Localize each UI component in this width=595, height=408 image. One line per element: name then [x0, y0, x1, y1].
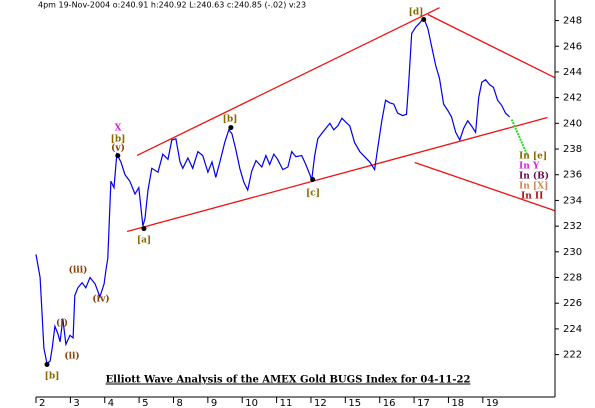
x-tick-label: 3: [73, 398, 79, 408]
x-tick-label: 12: [314, 398, 327, 408]
chart-title: Elliott Wave Analysis of the AMEX Gold B…: [106, 375, 471, 386]
y-tick-label: 224: [563, 324, 582, 335]
y-tick-label: 222: [563, 350, 582, 361]
price-line: [35, 16, 511, 365]
pivot-dot: [115, 153, 121, 159]
price-line: [510, 119, 529, 156]
wave-label: [b]: [223, 115, 238, 125]
x-tick-label: 16: [383, 398, 396, 408]
trend-line: [136, 7, 440, 157]
x-tick-label: 19: [486, 398, 499, 408]
x-tick-label: 4: [108, 398, 114, 408]
wave-label: In II: [521, 192, 543, 202]
y-tick-label: 230: [563, 247, 582, 258]
x-tick-label: 18: [451, 398, 464, 408]
x-tick-label: 5: [142, 398, 148, 408]
y-tick-label: 248: [563, 16, 582, 27]
pivot-dot: [141, 226, 147, 232]
trend-line: [126, 116, 548, 233]
wave-label: In [X]: [519, 182, 548, 192]
wave-label: In Y: [519, 162, 540, 172]
pivot-dot: [228, 125, 234, 131]
wave-label: (v): [111, 143, 125, 154]
wave-label: (ii): [64, 351, 79, 362]
y-tick-label: 244: [563, 67, 582, 78]
x-tick-label: 2: [39, 398, 45, 408]
trend-line: [414, 161, 555, 212]
x-tick-label: 17: [417, 398, 430, 408]
x-tick-label: 10: [245, 398, 258, 408]
y-tick-label: 242: [563, 93, 582, 104]
x-tick-label: 8: [176, 398, 182, 408]
wave-label: [b]: [45, 372, 60, 382]
wave-label: In (B): [519, 171, 549, 182]
y-tick-label: 234: [563, 195, 582, 206]
y-tick-label: 232: [563, 221, 582, 232]
wave-label: [a]: [137, 236, 151, 246]
pivot-dot: [44, 361, 50, 367]
pivot-dot: [421, 17, 427, 23]
wave-label: [d]: [409, 8, 424, 18]
wave-label: X: [115, 124, 122, 134]
trend-line: [427, 13, 555, 79]
x-tick-label: 9: [211, 398, 217, 408]
y-tick-label: 236: [563, 170, 582, 181]
quote-header: 4pm 19-Nov-2004 o:240.91 h:240.92 L:240.…: [38, 1, 306, 10]
pivot-dot: [310, 176, 316, 182]
wave-label: (iii): [69, 265, 88, 276]
wave-label: In [e]: [519, 152, 547, 162]
wave-label: (iv): [92, 294, 109, 305]
y-tick-label: 240: [563, 118, 582, 129]
y-tick-label: 228: [563, 273, 582, 284]
y-tick-label: 238: [563, 144, 582, 155]
x-tick-label: 11: [280, 398, 293, 408]
y-tick-label: 246: [563, 41, 582, 52]
wave-label: [c]: [306, 189, 320, 199]
wave-label: (i): [56, 318, 68, 329]
x-tick-label: 15: [348, 398, 361, 408]
wave-label: [b]: [111, 135, 126, 145]
y-tick-label: 226: [563, 298, 582, 309]
